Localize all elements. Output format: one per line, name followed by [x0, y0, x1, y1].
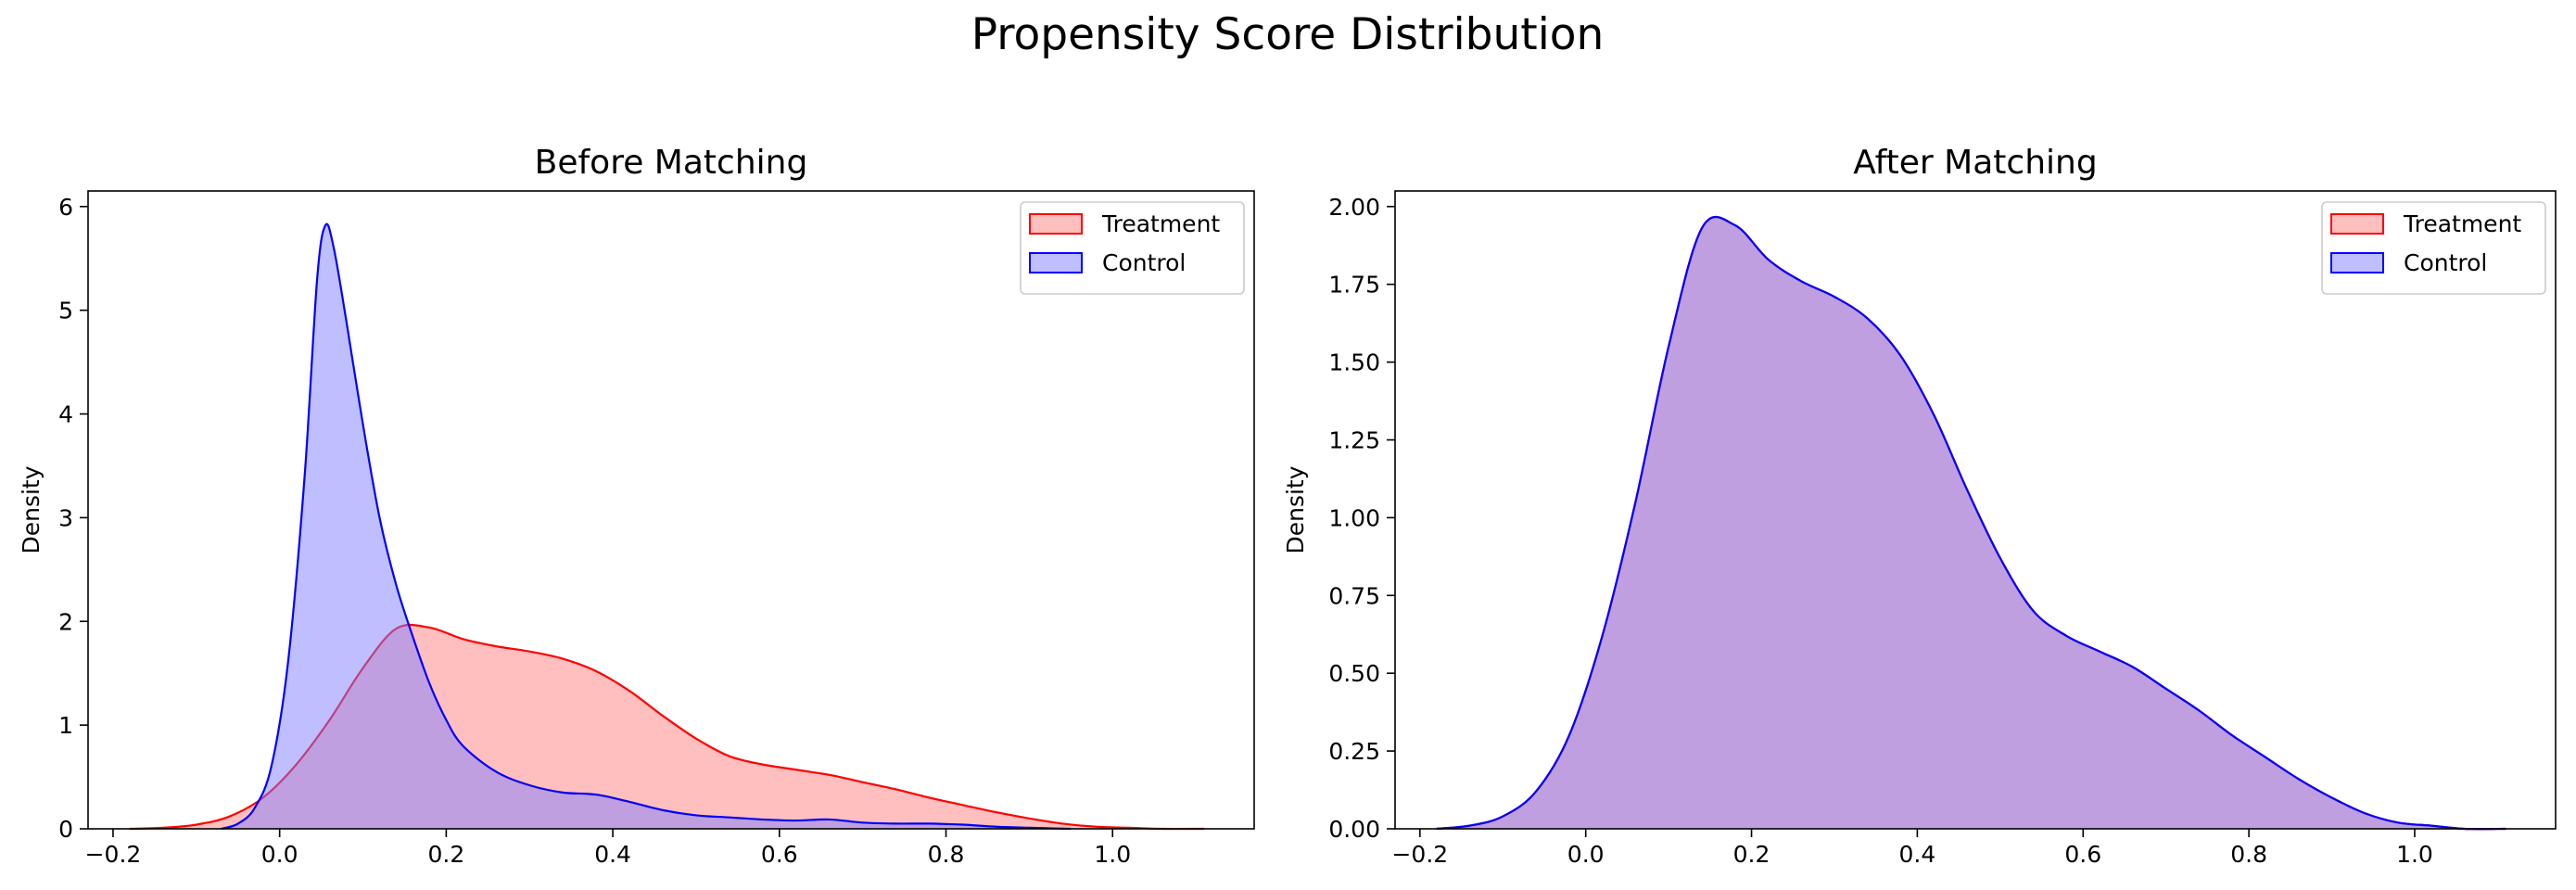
x-tick-label: 0.4: [594, 841, 631, 868]
y-axis-label: Density: [18, 465, 44, 553]
subplot-title: After Matching: [1853, 144, 2097, 182]
legend-label: Control: [1102, 249, 1186, 276]
subplot-title: Before Matching: [535, 144, 808, 182]
y-tick-label: 2.00: [1328, 194, 1380, 221]
subplot-after-matching: −0.2 0.0 0.2 0.4 0.6 0.8 1.0 0.00 0.25 0.50 0.75 1.…: [1282, 144, 2557, 868]
legend-swatch: [2330, 252, 2384, 273]
y-tick-label: 0.00: [1328, 816, 1380, 843]
y-tick-label: 1.25: [1328, 426, 1380, 453]
y-tick-label: 0: [58, 816, 73, 843]
y-tick-label: 6: [58, 194, 73, 221]
y-tick-label: 4: [58, 401, 73, 428]
figure-title: Propensity Score Distribution: [971, 9, 1605, 60]
y-tick-label: 5: [58, 298, 73, 324]
x-tick-label: 0.0: [1567, 841, 1605, 868]
y-tick-label: 2: [58, 608, 73, 635]
x-tick-label: 0.0: [261, 841, 298, 868]
y-tick-label: 3: [58, 504, 73, 531]
y-tick-label: 0.50: [1328, 660, 1380, 687]
legend-swatch: [2330, 213, 2384, 235]
x-tick-label: 0.6: [761, 841, 798, 868]
legend-label: Treatment: [1101, 210, 1220, 237]
subplot-before-matching: −0.2 0.0 0.2 0.4 0.6 0.8 1.0 0 1 2 3 4 5 6 Before Matc…: [18, 144, 1255, 868]
y-tick-label: 1.75: [1328, 272, 1380, 299]
legend-swatch: [1029, 252, 1083, 273]
legend: Treatment Control: [2321, 201, 2546, 295]
x-tick-label: 0.2: [1733, 841, 1770, 868]
x-tick-label: 0.2: [428, 841, 465, 868]
x-tick-label: −0.2: [1391, 841, 1448, 868]
control-density-line: [221, 222, 1072, 831]
y-tick-label: 1.00: [1328, 504, 1380, 531]
x-tick-label: 0.4: [1899, 841, 1936, 868]
legend-label: Control: [2404, 249, 2487, 276]
control-density-area: [221, 223, 1072, 829]
y-tick-label: 1.50: [1328, 350, 1380, 376]
y-tick-label: 0.75: [1328, 582, 1380, 609]
legend-label: Treatment: [2403, 210, 2521, 237]
x-tick-label: −0.2: [85, 841, 142, 868]
axes-frame: [1394, 190, 2557, 830]
x-tick-label: 1.0: [1094, 841, 1131, 868]
x-tick-label: 1.0: [2396, 841, 2433, 868]
control-density-area: [1436, 217, 2506, 830]
control-density-line: [1436, 216, 2506, 831]
y-tick-label: 0.25: [1328, 738, 1380, 765]
x-tick-label: 0.8: [928, 841, 965, 868]
x-tick-label: 0.8: [2230, 841, 2267, 868]
x-tick-label: 0.6: [2064, 841, 2101, 868]
axes-frame: [87, 190, 1255, 830]
y-axis-label: Density: [1282, 465, 1309, 553]
y-tick-label: 1: [58, 712, 73, 739]
legend-swatch: [1029, 213, 1083, 235]
legend: Treatment Control: [1020, 201, 1245, 295]
